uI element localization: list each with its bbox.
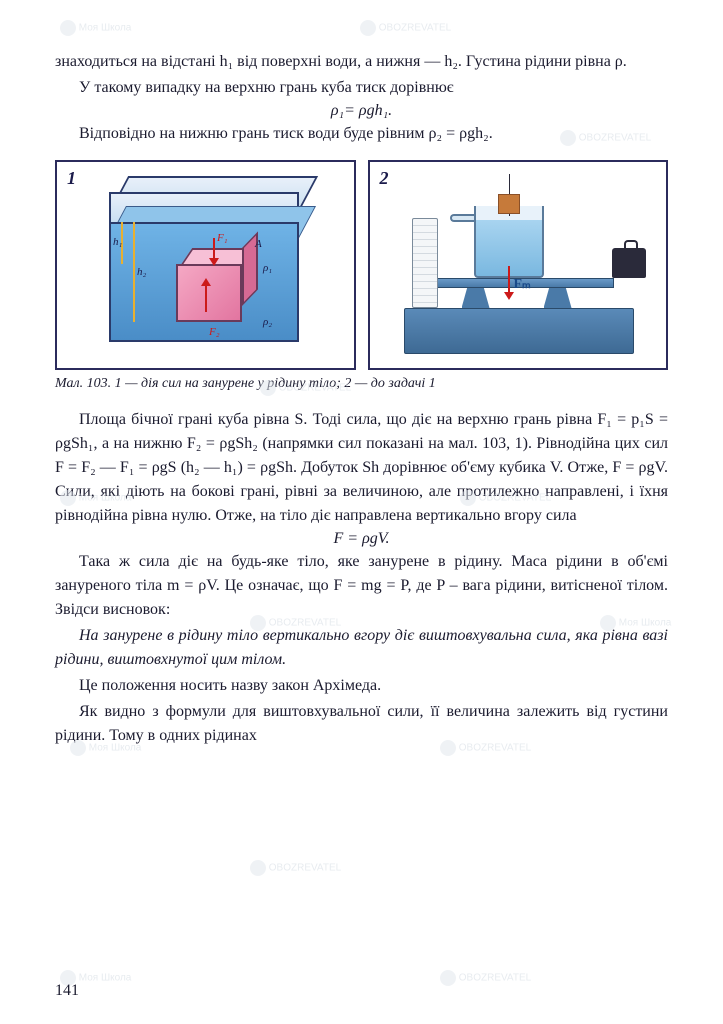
watermark-text: OBOZREVATEL: [250, 860, 341, 876]
d1-label-F1: F₁: [217, 232, 228, 244]
d2-beaker-spout: [450, 214, 476, 222]
paragraph-8: Як видно з формули для виштовхувальної с…: [55, 700, 668, 748]
formula-1: ρ₁= ρgh₁.: [55, 102, 668, 120]
figure-panel-2: 2 Fₘ: [368, 160, 669, 370]
paragraph-5: Така ж сила діє на будь-яке тіло, яке за…: [55, 550, 668, 622]
watermark-text: OBOZREVATEL: [440, 970, 531, 986]
paragraph-3: Відповідно на нижню грань тиск води буде…: [55, 122, 668, 146]
figure-caption: Мал. 103. 1 — дія сил на занурене у ріди…: [55, 376, 668, 392]
page-number: 141: [55, 982, 79, 1000]
d1-label-h1: h₁: [113, 236, 122, 248]
d1-label-F2: F₂: [209, 326, 220, 338]
watermark-text: OBOZREVATEL: [360, 20, 451, 36]
d1-h2-bar: [133, 222, 135, 322]
paragraph-1: знаходиться на відстані h₁ від поверхні …: [55, 50, 668, 74]
paragraph-7: Це положення носить назву закон Архімеда…: [55, 674, 668, 698]
paragraph-4: Площа бічної грані куба рівна S. Тоді си…: [55, 408, 668, 528]
d1-label-h2: h₂: [137, 266, 146, 278]
d2-weight: [612, 248, 646, 278]
d1-label-p2: ρ₂: [263, 316, 272, 328]
d2-hanging-block: [498, 194, 520, 214]
paragraph-2: У такому випадку на верхню грань куба ти…: [55, 76, 668, 100]
d2-force-arrow: [508, 266, 510, 294]
d1-label-A: A: [255, 238, 262, 250]
paragraph-6-law: На занурене в рідину тіло вертикально вг…: [55, 624, 668, 672]
formula-2: F = ρgV.: [55, 530, 668, 548]
d2-support-right: [544, 288, 572, 308]
d2-support-left: [462, 288, 490, 308]
watermark-text: Моя Школа: [60, 20, 131, 36]
d1-force-up-arrow: [205, 284, 207, 312]
d2-force-label: Fₘ: [514, 276, 531, 293]
diagram-2: Fₘ: [374, 166, 663, 364]
d1-cube: [176, 264, 242, 322]
d2-graduated-cylinder: [412, 218, 438, 308]
d1-force-down-arrow: [213, 238, 215, 260]
d1-label-p1: ρ₁: [263, 262, 272, 274]
figure-panel-1: 1 h₁ h₂ A F₁ F₂ ρ₁ ρ₂: [55, 160, 356, 370]
figure-row: 1 h₁ h₂ A F₁ F₂ ρ₁ ρ₂ 2: [55, 160, 668, 370]
diagram-1: h₁ h₂ A F₁ F₂ ρ₁ ρ₂: [61, 166, 350, 364]
d2-base: [404, 308, 634, 354]
